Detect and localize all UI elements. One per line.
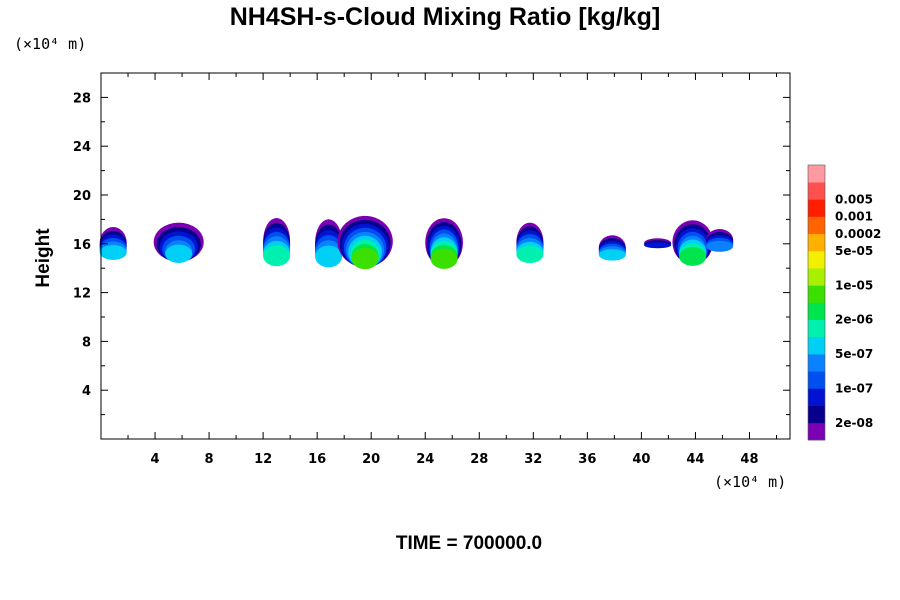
y-tick-label: 4 — [82, 384, 91, 399]
cloud-contour-level — [430, 248, 458, 269]
cloud-contour-level — [99, 245, 127, 260]
cloud-contour-level — [165, 244, 193, 263]
y-tick-label: 8 — [82, 335, 91, 350]
colorbar-legend: 2e-08 1e-07 5e-07 2e-06 1e-05 5e-05 0.0002 0.00… — [807, 164, 881, 441]
colorbar-tick-label: 1e-07 — [835, 381, 873, 395]
y-axis: 4 8 12 16 20 24 28 — [73, 91, 790, 416]
colorbar-swatch — [808, 319, 825, 338]
colorbar-swatch — [808, 165, 825, 183]
x-tick-label: 24 — [416, 452, 434, 467]
colorbar-tick-label: 0.005 — [835, 192, 873, 206]
colorbar-swatch — [808, 422, 825, 441]
colorbar-swatch — [808, 285, 825, 303]
cloud-patch — [337, 215, 393, 270]
cloud-patch — [516, 222, 544, 263]
x-tick-label: 48 — [740, 452, 758, 467]
colorbar-swatch — [808, 268, 825, 286]
y-axis-label: Height — [33, 228, 54, 288]
x-tick-label: 44 — [686, 452, 704, 467]
x-tick-label: 40 — [632, 452, 650, 467]
colorbar-swatch — [808, 216, 825, 235]
colorbar-swatch — [808, 250, 825, 269]
y-tick-label: 24 — [73, 140, 91, 155]
y-tick-label: 12 — [73, 287, 91, 302]
colorbar-tick-label: 0.001 — [835, 210, 873, 224]
cloud-patch — [315, 219, 343, 268]
plot-area — [99, 72, 791, 440]
x-tick-label: 8 — [205, 452, 214, 467]
cloud-patch — [425, 218, 463, 269]
colorbar-swatch — [808, 336, 825, 355]
y-axis-unit-label: (×10⁴ m) — [14, 35, 86, 53]
x-tick-label: 28 — [470, 452, 488, 467]
cloud-contour-level — [706, 240, 734, 252]
colorbar-tick-label: 2e-08 — [835, 416, 873, 430]
x-tick-label: 20 — [362, 452, 380, 467]
x-tick-label: 32 — [524, 452, 542, 467]
colorbar-tick-label: 1e-05 — [835, 278, 873, 292]
plot-frame — [100, 72, 791, 440]
colorbar-tick-label: 2e-06 — [835, 313, 873, 327]
x-tick-label: 4 — [151, 452, 160, 467]
cloud-patch — [99, 227, 127, 260]
cloud-contour-level — [598, 249, 626, 261]
colorbar-tick-label: 5e-07 — [835, 347, 873, 361]
colorbar-swatch — [808, 354, 825, 372]
cloud-patch — [153, 222, 204, 263]
cloud-contour-level — [263, 245, 291, 267]
cloud-patch — [672, 220, 713, 266]
cloud-patch — [598, 235, 626, 261]
colorbar-swatch — [808, 371, 825, 389]
y-tick-label: 16 — [73, 238, 91, 253]
cloud-contour-level — [315, 245, 343, 268]
cloud-patch — [706, 229, 734, 252]
colorbar-tick-label: 5e-05 — [835, 244, 873, 258]
cloud-patch — [263, 218, 291, 267]
x-axis-unit-label: (×10⁴ m) — [714, 473, 786, 491]
x-tick-label: 36 — [578, 452, 596, 467]
cloud-contour-level — [351, 247, 379, 270]
colorbar-tick-label: 0.0002 — [835, 227, 881, 241]
cloud-patch — [644, 238, 672, 249]
colorbar-frame — [807, 164, 826, 441]
chart-title: NH4SH-s-Cloud Mixing Ratio [kg/kg] — [230, 3, 661, 31]
cloud-contour-level — [644, 242, 672, 249]
time-label: TIME = 700000.0 — [396, 533, 542, 554]
x-axis: 4 8 12 16 20 24 28 32 36 40 44 48 — [127, 73, 777, 467]
cloud-contour-level — [679, 247, 707, 266]
y-tick-label: 20 — [73, 189, 91, 204]
colorbar-swatch — [808, 405, 825, 424]
colorbar-swatch — [808, 233, 825, 252]
x-tick-label: 12 — [254, 452, 272, 467]
colorbar-swatch — [808, 302, 825, 320]
colorbar-swatch — [808, 182, 825, 200]
colorbar-swatch — [808, 199, 825, 217]
colorbar-swatch — [808, 388, 825, 406]
x-tick-label: 16 — [308, 452, 326, 467]
y-tick-label: 28 — [73, 91, 91, 106]
cloud-contour-level — [516, 245, 544, 263]
